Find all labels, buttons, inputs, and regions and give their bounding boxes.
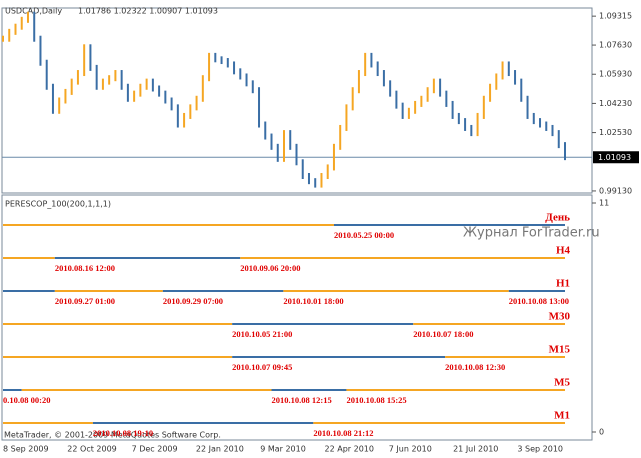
switch-time: 2010.10.01 18:00 (283, 296, 343, 306)
chart-title: USDCAD,Daily (5, 7, 62, 16)
row-name: M15 (549, 344, 571, 356)
y-tick-label: 1.02530 (599, 128, 632, 137)
switch-time: 2010.09.29 07:00 (163, 296, 223, 306)
last-price-label: 1.01093 (598, 153, 631, 162)
switch-time: 2010.10.07 18:00 (413, 329, 473, 339)
y-tick-label: 0 (599, 428, 604, 437)
switch-time: 0.10.08 00:20 (3, 395, 50, 405)
row-name: H4 (556, 245, 571, 257)
last-price-box (593, 151, 639, 164)
indicator-title: PERESCOP_100(200,1,1,1) (5, 200, 111, 209)
x-tick-label: 3 Sep 2010 (517, 445, 563, 454)
row-name: День (545, 212, 570, 224)
x-tick-label: 21 Jul 2010 (453, 445, 498, 454)
switch-time: 2010.10.07 09:45 (232, 362, 292, 372)
x-tick-label: 22 Jan 2010 (196, 445, 244, 454)
row-name: M30 (549, 311, 571, 323)
row-name: H1 (556, 278, 570, 290)
switch-time: 2010.08.16 12:00 (55, 263, 115, 273)
switch-time: 2010.10.08 12:15 (272, 395, 332, 405)
x-tick-label: 7 Dec 2009 (132, 445, 178, 454)
copyright: MetaTrader, © 2001-2009 MetaQuotes Softw… (4, 431, 221, 440)
indicator-panel (1, 194, 593, 441)
y-tick-label: 1.07630 (599, 41, 632, 50)
x-tick-label: 22 Apr 2010 (325, 445, 374, 454)
x-tick-label: 8 Sep 2009 (3, 445, 49, 454)
switch-time: 2010.10.05 21:00 (232, 329, 292, 339)
row-name: M5 (554, 377, 570, 389)
ohlc-text: 1.01786 1.02322 1.00907 1.01093 (78, 7, 218, 16)
y-tick-label: 1.04230 (599, 99, 632, 108)
switch-time: 2010.10.08 19:10 (93, 428, 153, 438)
y-tick-label: 1.05930 (599, 70, 632, 79)
switch-time: 2010.05.25 00:00 (334, 230, 394, 240)
switch-time: 2010.10.08 13:00 (509, 296, 569, 306)
y-tick-label: 0.99130 (599, 186, 632, 195)
switch-time: 2010.09.06 20:00 (240, 263, 300, 273)
switch-time: 2010.10.08 21:12 (313, 428, 373, 438)
switch-time: 2010.09.27 01:00 (55, 296, 115, 306)
watermark: Журнал ForTrader.ru (463, 226, 600, 241)
row-name: M1 (554, 410, 570, 422)
y-tick-label: 1.09315 (599, 12, 632, 21)
x-tick-label: 22 Oct 2009 (67, 445, 116, 454)
y-tick-label: 11 (599, 199, 609, 208)
price-panel (1, 7, 593, 194)
switch-time: 2010.10.08 15:25 (346, 395, 406, 405)
x-tick-label: 9 Mar 2010 (260, 445, 306, 454)
switch-time: 2010.10.08 12:30 (445, 362, 505, 372)
x-tick-label: 7 Jun 2010 (389, 445, 432, 454)
